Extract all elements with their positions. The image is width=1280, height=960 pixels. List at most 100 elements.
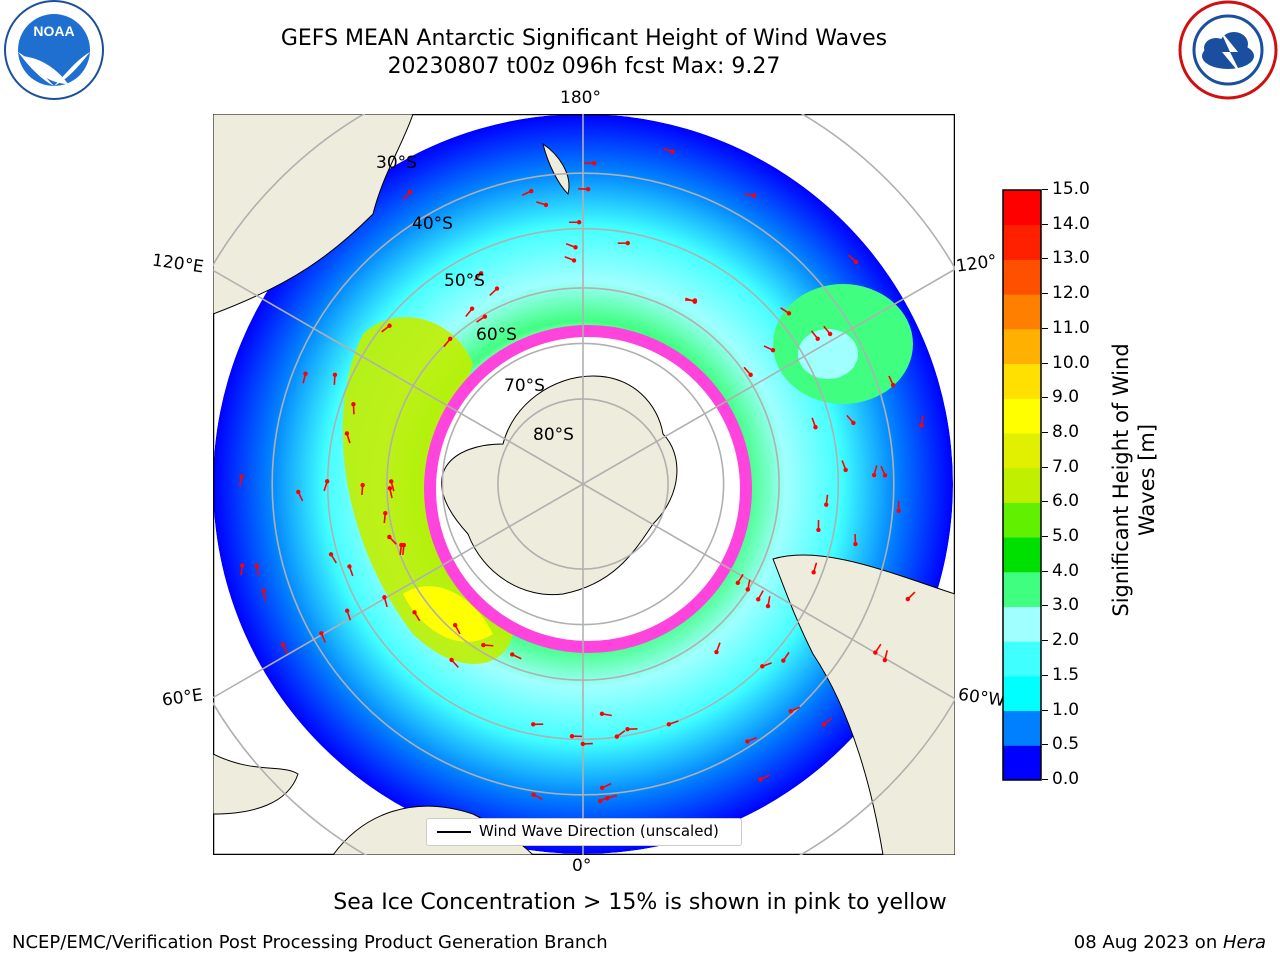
wind-arrow-head — [351, 402, 356, 407]
svg-text:Significant Height of Wind: Significant Height of Wind — [1109, 343, 1133, 616]
colorbar — [1002, 189, 1042, 781]
colorbar-tick — [1042, 293, 1048, 295]
wind-arrow-head — [573, 245, 578, 250]
wind-arrow-head — [482, 314, 488, 319]
wind-arrow-head — [571, 258, 577, 263]
wind-arrow-head — [745, 739, 750, 744]
wind-arrow-head — [816, 527, 821, 533]
colorbar-segment — [1003, 641, 1041, 677]
wind-arrow-head — [481, 642, 486, 648]
wind-arrow-head — [254, 563, 259, 568]
wind-arrow-head — [478, 271, 484, 276]
colorbar-tick-label: 7.0 — [1052, 456, 1080, 477]
wind-arrow-head — [871, 472, 877, 478]
colorbar-tick — [1042, 501, 1048, 503]
wind-arrow-head — [714, 649, 719, 655]
new-zealand — [542, 142, 570, 195]
wind-arrow-head — [360, 482, 365, 488]
wind-arrow-head — [531, 792, 536, 797]
colorbar-tick — [1042, 570, 1048, 572]
colorbar-tick-label: 6.0 — [1052, 491, 1080, 512]
wind-arrow-head — [239, 474, 244, 479]
wind-arrow-head — [853, 259, 859, 265]
wind-arrow-head — [383, 510, 388, 516]
colorbar-title: Significant Height of Wind Waves [m] — [1109, 343, 1159, 616]
wind-arrow-head — [387, 486, 393, 491]
colorbar-tick — [1042, 605, 1048, 607]
colorbar-tick-label: 2.0 — [1052, 630, 1080, 651]
colorbar-tick-label: 1.0 — [1052, 699, 1080, 720]
wind-arrow-head — [382, 595, 387, 600]
wind-arrow-head — [401, 542, 407, 548]
meridian — [582, 483, 955, 700]
wind-arrow-head — [751, 193, 757, 198]
run-host: Hera — [1222, 932, 1266, 953]
colorbar-segment — [1003, 363, 1041, 399]
colorbar-tick — [1042, 223, 1048, 225]
madagascar-region — [213, 753, 299, 815]
wind-arrow-head — [280, 642, 286, 647]
map-legend: Wind Wave Direction (unscaled) — [426, 818, 742, 846]
wind-arrow-head — [625, 726, 630, 732]
lat-label-40s: 40°S — [412, 214, 453, 234]
wind-arrow-head — [882, 473, 888, 478]
colorbar-tick-label: 10.0 — [1052, 352, 1090, 373]
colorbar-tick — [1042, 258, 1048, 260]
legend-label: Wind Wave Direction (unscaled) — [479, 822, 719, 840]
wind-arrow-head — [387, 323, 392, 328]
wind-arrow-head — [821, 722, 827, 727]
noaa-logo-text: NOAA — [33, 23, 74, 39]
colorbar-segment — [1003, 190, 1041, 226]
lat-label-50s: 50°S — [444, 271, 485, 291]
lon-label-60e: 60°E — [160, 685, 205, 711]
legend-line-swatch — [437, 831, 471, 833]
wind-arrow-head — [543, 202, 549, 208]
wind-arrow-head — [824, 502, 829, 507]
wind-arrow-head — [576, 220, 582, 225]
colorbar-tick-label: 12.0 — [1052, 283, 1090, 304]
wind-arrow-head — [873, 650, 878, 655]
wind-arrow-head — [788, 708, 793, 714]
wind-arrow-head — [569, 734, 575, 739]
colorbar-segment — [1003, 328, 1041, 365]
wind-arrow-head — [813, 424, 818, 430]
colorbar-tick-label: 13.0 — [1052, 248, 1090, 269]
colorbar-tick-label: 4.0 — [1052, 560, 1080, 581]
wind-arrow-head — [389, 479, 394, 484]
wind-arrow-head — [412, 610, 417, 615]
lon-label-120w: 120° — [954, 251, 999, 277]
wind-arrow-head — [407, 189, 413, 195]
colorbar-segment — [1003, 745, 1041, 781]
lon-label-180: 180° — [560, 88, 601, 108]
wind-arrow-head — [851, 420, 856, 426]
wind-arrow-head — [239, 563, 245, 568]
lon-label-60w: 60°W — [956, 684, 1007, 712]
colorbar-segment — [1003, 259, 1041, 295]
colorbar-tick-label: 3.0 — [1052, 595, 1080, 616]
colorbar-tick-label: 9.0 — [1052, 387, 1080, 408]
wind-arrow-head — [494, 286, 500, 291]
wind-arrow-head — [344, 608, 350, 613]
lat-label-30s: 30°S — [376, 153, 417, 173]
wind-arrow-head — [770, 348, 776, 353]
wind-arrow-head — [758, 777, 763, 782]
svg-text:Waves [m]: Waves [m] — [1135, 424, 1159, 536]
colorbar-segment — [1003, 224, 1041, 260]
wind-arrow-head — [745, 587, 750, 592]
colorbar-segment — [1003, 710, 1041, 746]
sea-ice-note: Sea Ice Concentration > 15% is shown in … — [333, 890, 947, 915]
colorbar-tick — [1042, 744, 1048, 746]
colorbar-tick — [1042, 397, 1048, 399]
credit-line: NCEP/EMC/Verification Post Processing Pr… — [12, 932, 608, 953]
wind-arrow-head — [469, 306, 475, 311]
australia — [213, 114, 414, 315]
wind-arrow-head — [756, 597, 761, 602]
wind-arrow-head — [760, 664, 765, 669]
wind-arrow-head — [510, 652, 515, 657]
colorbar-tick-label: 8.0 — [1052, 421, 1080, 442]
colorbar-segment — [1003, 502, 1041, 538]
antarctica — [441, 375, 678, 596]
colorbar-tick-label: 1.5 — [1052, 664, 1080, 685]
south-america — [772, 554, 955, 855]
colorbar-tick — [1042, 536, 1048, 538]
